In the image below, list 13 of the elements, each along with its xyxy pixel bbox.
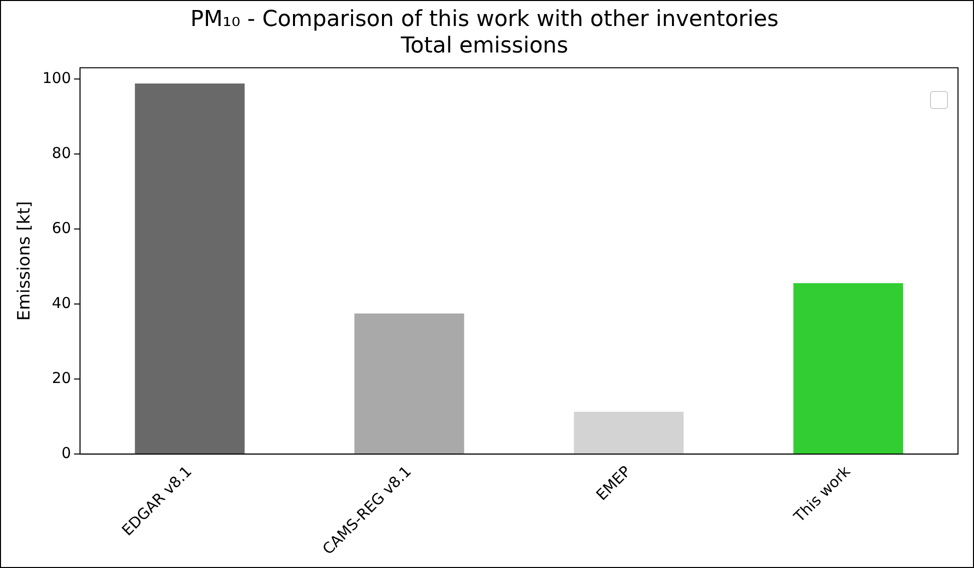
bar [134, 84, 245, 454]
bar [793, 283, 904, 454]
chart-subtitle: Total emissions [400, 33, 568, 58]
y-tick-label: 100 [42, 68, 72, 87]
bar [354, 313, 464, 454]
bar [574, 412, 684, 454]
y-tick-label: 20 [52, 368, 72, 387]
y-tick-label: 0 [61, 444, 72, 462]
y-axis-title: Emissions [kt] [14, 201, 35, 321]
y-tick-label: 40 [52, 294, 72, 312]
y-tick-label: 80 [52, 144, 72, 162]
y-tick-label: 60 [52, 218, 72, 237]
chart-title: PM₁₀ - Comparison of this work with other inventories [190, 6, 779, 32]
